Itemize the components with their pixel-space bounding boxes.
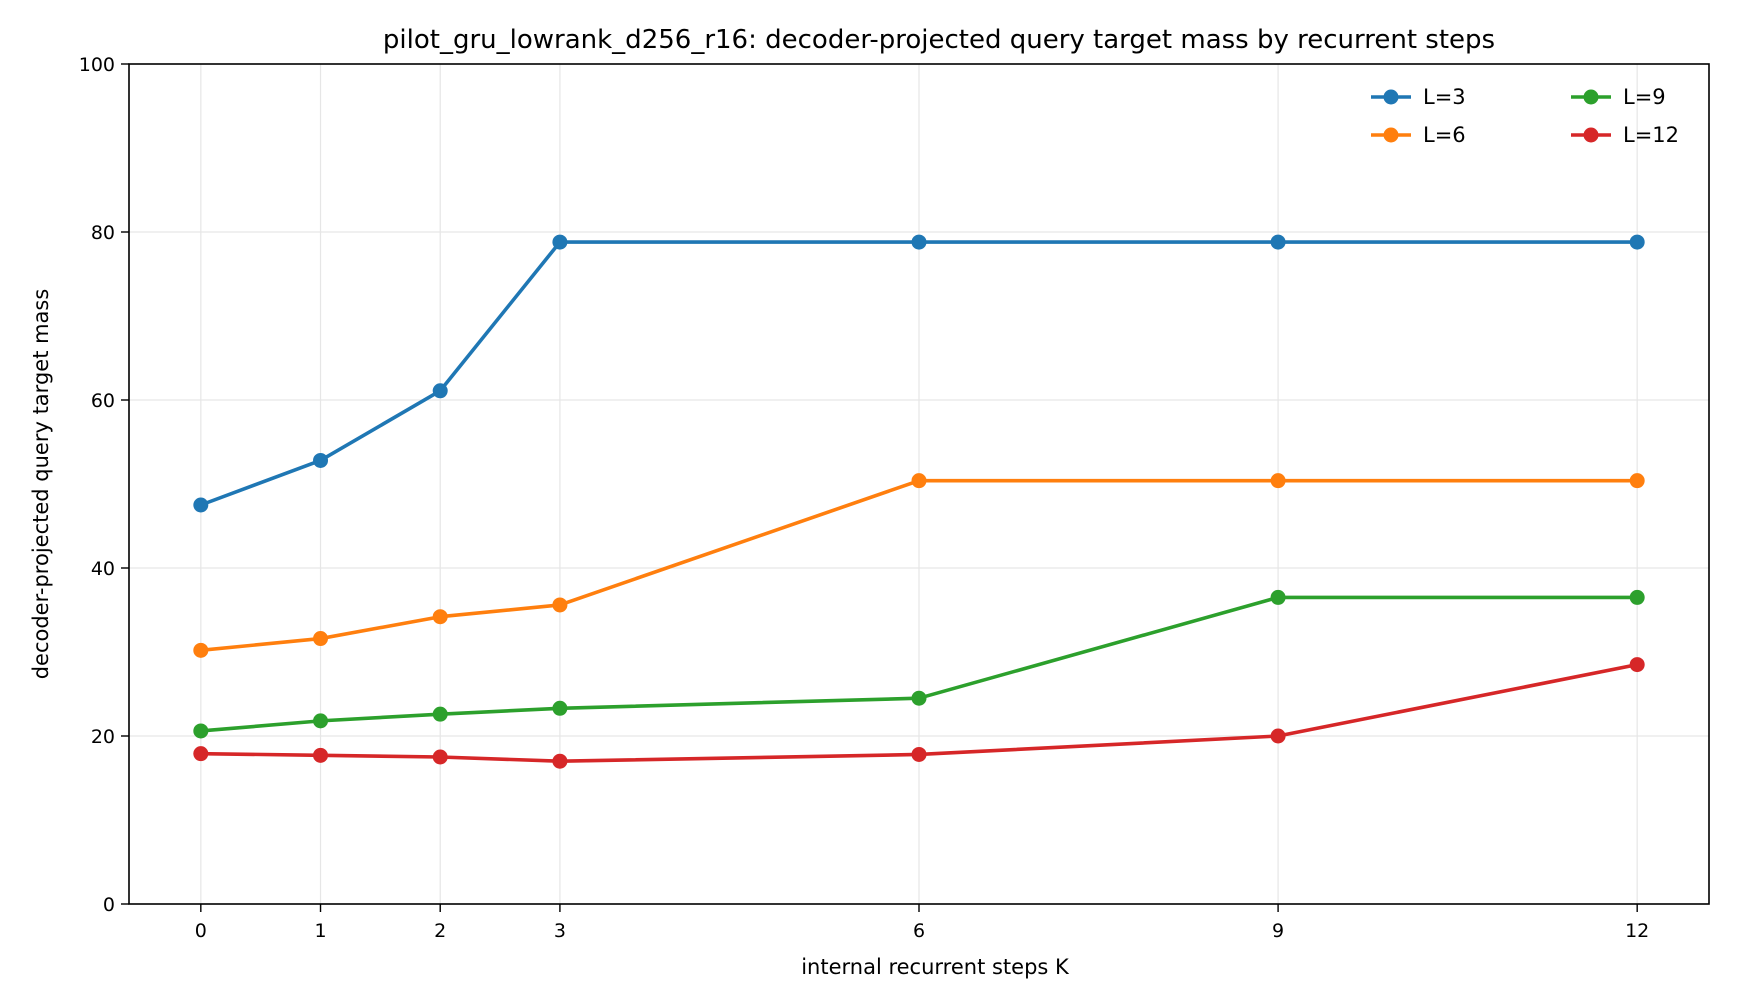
chart-title: pilot_gru_lowrank_d256_r16: decoder-proj… — [383, 25, 1495, 55]
data-point-l6 — [193, 642, 209, 658]
x-tick-label: 6 — [913, 920, 925, 942]
data-point-l9 — [313, 713, 329, 729]
legend: L=3 L=6 L=9 L=12 — [1371, 85, 1679, 147]
data-point-l6 — [552, 597, 568, 613]
x-tick-label: 2 — [434, 920, 446, 942]
data-point-l6 — [1629, 473, 1645, 489]
data-point-l12 — [193, 746, 209, 762]
data-point-l6 — [1270, 473, 1286, 489]
y-tick-label: 0 — [103, 894, 115, 916]
legend-entry-l9: L=9 — [1571, 85, 1666, 109]
y-tick-label: 40 — [91, 558, 115, 580]
data-point-l12 — [552, 753, 568, 769]
legend-swatch-marker — [1583, 89, 1599, 105]
x-axis-ticks: 0 1 2 3 6 9 12 — [195, 904, 1649, 942]
x-tick-label: 3 — [554, 920, 566, 942]
data-point-l9 — [193, 723, 209, 739]
legend-entry-l6: L=6 — [1371, 123, 1466, 147]
legend-entry-l3: L=3 — [1371, 85, 1466, 109]
data-point-l9 — [911, 690, 927, 706]
legend-label: L=6 — [1423, 123, 1466, 147]
data-point-l6 — [432, 609, 448, 625]
data-point-l12 — [1629, 657, 1645, 673]
x-tick-label: 0 — [195, 920, 207, 942]
data-point-l12 — [432, 749, 448, 765]
y-axis-label: decoder-projected query target mass — [29, 289, 53, 680]
legend-swatch-marker — [1383, 127, 1399, 143]
legend-label: L=12 — [1623, 123, 1679, 147]
legend-entry-l12: L=12 — [1571, 123, 1679, 147]
data-point-l3 — [193, 497, 209, 513]
data-point-l12 — [911, 746, 927, 762]
data-point-l9 — [1629, 589, 1645, 605]
data-point-l3 — [552, 234, 568, 250]
legend-swatch-marker — [1583, 127, 1599, 143]
series-group — [193, 234, 1645, 769]
x-tick-label: 9 — [1272, 920, 1284, 942]
y-tick-label: 60 — [91, 390, 115, 412]
data-point-l3 — [1270, 234, 1286, 250]
y-tick-label: 80 — [91, 222, 115, 244]
data-point-l9 — [552, 700, 568, 716]
data-point-l9 — [432, 706, 448, 722]
x-axis-label: internal recurrent steps K — [801, 955, 1070, 979]
y-tick-label: 100 — [79, 54, 115, 76]
legend-label: L=9 — [1623, 85, 1666, 109]
data-point-l6 — [911, 473, 927, 489]
data-point-l3 — [313, 452, 329, 468]
y-axis-ticks: 0 20 40 60 80 100 — [79, 54, 129, 916]
data-point-l3 — [911, 234, 927, 250]
y-tick-label: 20 — [91, 726, 115, 748]
x-tick-label: 12 — [1625, 920, 1649, 942]
data-point-l3 — [1629, 234, 1645, 250]
data-point-l6 — [313, 631, 329, 647]
data-point-l12 — [1270, 728, 1286, 744]
x-tick-label: 1 — [314, 920, 326, 942]
data-point-l9 — [1270, 589, 1286, 605]
legend-label: L=3 — [1423, 85, 1466, 109]
data-point-l3 — [432, 383, 448, 399]
legend-swatch-marker — [1383, 89, 1399, 105]
data-point-l12 — [313, 747, 329, 763]
